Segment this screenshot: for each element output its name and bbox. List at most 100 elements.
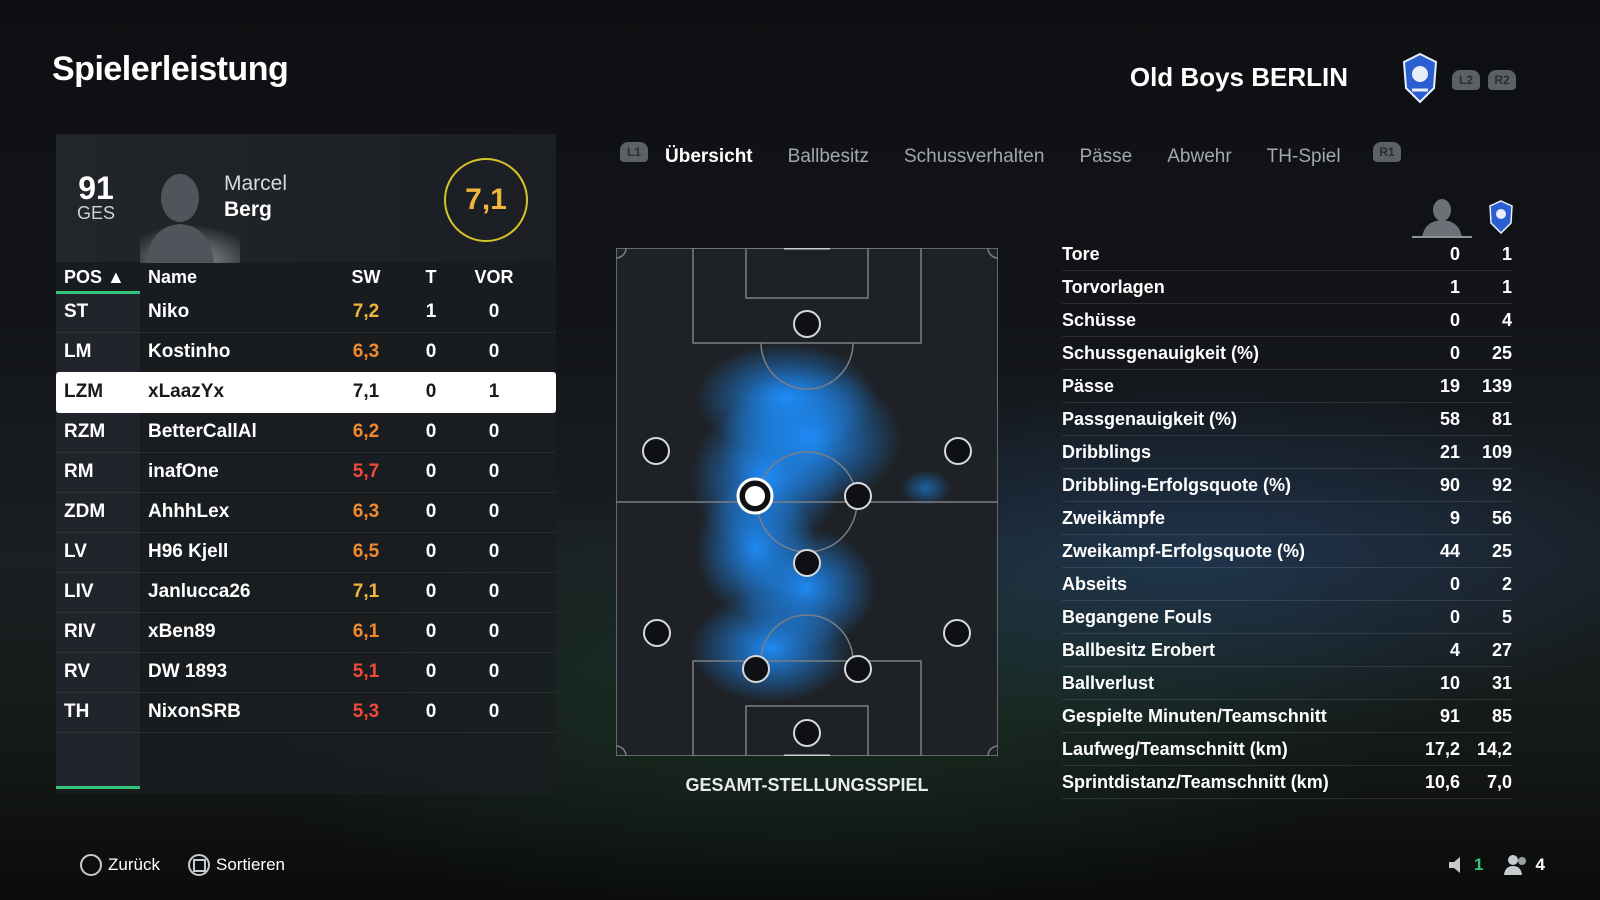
stat-player-value: 9 bbox=[1449, 508, 1460, 528]
stat-label: Abseits bbox=[1062, 574, 1128, 594]
marker-zdm bbox=[793, 549, 821, 577]
col-vor-header[interactable]: VOR bbox=[474, 267, 514, 287]
tab-uebersicht[interactable]: Übersicht bbox=[665, 146, 753, 167]
stat-label: Pässe bbox=[1062, 376, 1115, 396]
row-sw: 6,3 bbox=[352, 501, 380, 522]
tab-paesse[interactable]: Pässe bbox=[1079, 146, 1133, 167]
heatmap-pitch bbox=[616, 248, 998, 756]
table-row[interactable]: LM Kostinho 6,3 0 0 bbox=[56, 332, 556, 373]
row-pos: RZM bbox=[64, 421, 106, 442]
stat-team-value: 25 bbox=[1491, 343, 1512, 363]
table-row[interactable]: RZM BetterCallAl 6,2 0 0 bbox=[56, 412, 556, 453]
stat-row: Tore 0 1 bbox=[1062, 238, 1512, 271]
marker-liv bbox=[742, 655, 770, 683]
party-count: 4 bbox=[1535, 855, 1545, 874]
row-sw: 7,2 bbox=[352, 301, 380, 322]
stat-player-value: 10,6 bbox=[1424, 772, 1460, 792]
stat-row: Schüsse 0 4 bbox=[1062, 304, 1512, 337]
row-pos: TH bbox=[64, 701, 90, 722]
stat-team-value: 5 bbox=[1501, 607, 1512, 627]
pitch-lines bbox=[616, 248, 998, 756]
tab-schussverhalten[interactable]: Schussverhalten bbox=[903, 146, 1045, 167]
table-row[interactable]: ST Niko 7,2 1 0 bbox=[56, 292, 556, 333]
stat-player-value: 17,2 bbox=[1424, 739, 1460, 759]
stat-label: Dribblings bbox=[1062, 442, 1151, 462]
row-vor: 0 bbox=[488, 501, 500, 522]
tab-bar: Übersicht Ballbesitz Schussverhalten Päs… bbox=[665, 142, 1341, 172]
col-t-header[interactable]: T bbox=[425, 267, 437, 287]
tab-th-spiel[interactable]: TH-Spiel bbox=[1266, 146, 1341, 167]
speaker-icon bbox=[1449, 857, 1460, 873]
overall-rating: 91 GES bbox=[66, 172, 126, 222]
row-t: 0 bbox=[425, 701, 437, 722]
stat-team-value: 27 bbox=[1491, 640, 1512, 660]
l2-trigger-icon[interactable]: L2 bbox=[1452, 70, 1480, 90]
speaker-count: 1 bbox=[1474, 855, 1484, 874]
stat-label: Laufweg/Teamschnitt (km) bbox=[1062, 739, 1288, 759]
table-row[interactable]: LZM xLaazYx 7,1 0 1 bbox=[56, 372, 556, 413]
row-pos: RV bbox=[64, 661, 91, 682]
tab-ballbesitz[interactable]: Ballbesitz bbox=[787, 146, 869, 167]
stat-team-value: 2 bbox=[1501, 574, 1512, 594]
stat-player-value: 58 bbox=[1439, 409, 1460, 429]
sort-indicator-bar bbox=[56, 291, 140, 294]
stat-team-value: 1 bbox=[1501, 277, 1512, 297]
row-vor: 0 bbox=[488, 461, 500, 482]
club-crest-icon bbox=[1402, 52, 1438, 104]
table-row[interactable]: RV DW 1893 5,1 0 0 bbox=[56, 652, 556, 693]
stat-row: Laufweg/Teamschnitt (km) 17,2 14,2 bbox=[1062, 733, 1512, 766]
table-row[interactable]: LIV Janlucca26 7,1 0 0 bbox=[56, 572, 556, 613]
row-name: H96 Kjell bbox=[148, 541, 229, 562]
stat-label: Torvorlagen bbox=[1062, 277, 1165, 297]
stat-label: Passgenauigkeit (%) bbox=[1062, 409, 1238, 429]
stat-team-value: 1 bbox=[1501, 244, 1512, 264]
position-column-footer bbox=[56, 786, 140, 789]
stat-team-value: 14,2 bbox=[1476, 739, 1512, 759]
stat-label: Begangene Fouls bbox=[1062, 607, 1213, 627]
tab-abwehr[interactable]: Abwehr bbox=[1167, 146, 1232, 167]
back-button[interactable]: Zurück bbox=[80, 854, 160, 876]
club-name: Old Boys BERLIN bbox=[1129, 62, 1348, 92]
col-pos-header[interactable]: POS ▲ bbox=[64, 267, 125, 287]
row-name: Niko bbox=[148, 301, 190, 322]
heatmap-label: GESAMT-STELLUNGSSPIEL bbox=[685, 775, 929, 795]
marker-rv bbox=[943, 619, 971, 647]
col-name-header[interactable]: Name bbox=[148, 267, 198, 287]
row-vor: 0 bbox=[488, 581, 500, 602]
table-row[interactable]: ZDM AhhhLex 6,3 0 0 bbox=[56, 492, 556, 533]
table-row[interactable]: LV H96 Kjell 6,5 0 0 bbox=[56, 532, 556, 573]
party-members-icon bbox=[1504, 855, 1527, 875]
row-name: xBen89 bbox=[148, 621, 216, 642]
l1-trigger-icon[interactable]: L1 bbox=[620, 142, 648, 162]
row-pos: LIV bbox=[64, 581, 94, 602]
row-name: Janlucca26 bbox=[148, 581, 251, 602]
row-sw: 6,2 bbox=[352, 421, 380, 442]
stat-label: Schüsse bbox=[1062, 310, 1137, 330]
row-pos: LZM bbox=[64, 381, 104, 402]
row-sw: 6,3 bbox=[352, 341, 380, 362]
row-pos: ZDM bbox=[64, 501, 106, 522]
row-name: Kostinho bbox=[148, 341, 231, 362]
table-row[interactable]: RM inafOne 5,7 0 0 bbox=[56, 452, 556, 493]
table-row[interactable]: TH NixonSRB 5,3 0 0 bbox=[56, 692, 556, 733]
sort-button[interactable]: Sortieren bbox=[188, 854, 285, 876]
stat-label: Zweikampf-Erfolgsquote (%) bbox=[1062, 541, 1306, 561]
row-name: NixonSRB bbox=[148, 701, 241, 722]
stat-player-value: 19 bbox=[1439, 376, 1460, 396]
square-button-icon bbox=[188, 854, 210, 876]
table-row[interactable]: RIV xBen89 6,1 0 0 bbox=[56, 612, 556, 653]
stat-row: Torvorlagen 1 1 bbox=[1062, 271, 1512, 304]
marker-rm bbox=[944, 437, 972, 465]
r2-trigger-icon[interactable]: R2 bbox=[1488, 70, 1516, 90]
row-name: BetterCallAl bbox=[148, 421, 257, 442]
r1-trigger-icon[interactable]: R1 bbox=[1373, 142, 1401, 162]
stat-team-value: 4 bbox=[1501, 310, 1512, 330]
row-sw: 5,3 bbox=[352, 701, 380, 722]
row-t: 0 bbox=[425, 581, 437, 602]
stat-label: Sprintdistanz/Teamschnitt (km) bbox=[1062, 772, 1329, 792]
table-header: POS ▲ Name SW T VOR bbox=[56, 262, 556, 292]
stat-player-value: 0 bbox=[1449, 310, 1460, 330]
col-sw-header[interactable]: SW bbox=[351, 267, 381, 287]
marker-st bbox=[793, 310, 821, 338]
page-title: Spielerleistung bbox=[52, 50, 289, 88]
